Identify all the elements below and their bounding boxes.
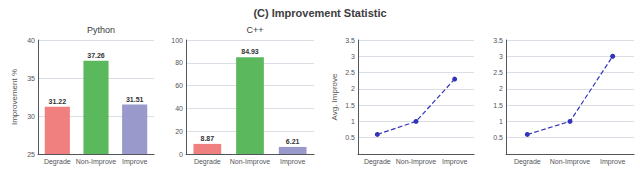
svg-text:Degrade: Degrade bbox=[364, 158, 391, 166]
svg-text:40: 40 bbox=[175, 105, 183, 112]
svg-text:31.22: 31.22 bbox=[49, 98, 67, 105]
svg-text:Python: Python bbox=[87, 25, 115, 35]
svg-text:2.5: 2.5 bbox=[345, 69, 355, 76]
svg-text:1.5: 1.5 bbox=[493, 102, 503, 109]
svg-text:60: 60 bbox=[175, 82, 183, 89]
svg-text:3.5: 3.5 bbox=[345, 37, 355, 44]
svg-text:2.5: 2.5 bbox=[493, 69, 503, 76]
svg-text:3.5: 3.5 bbox=[493, 37, 503, 44]
svg-text:8.87: 8.87 bbox=[201, 135, 215, 142]
svg-text:35: 35 bbox=[27, 75, 35, 82]
svg-text:31.51: 31.51 bbox=[126, 96, 144, 103]
svg-text:2: 2 bbox=[351, 85, 355, 92]
svg-text:Degrade: Degrade bbox=[44, 158, 71, 166]
svg-text:80: 80 bbox=[175, 59, 183, 66]
svg-text:3: 3 bbox=[499, 53, 503, 60]
svg-text:0.5: 0.5 bbox=[345, 134, 355, 141]
svg-text:Improve: Improve bbox=[280, 158, 305, 166]
svg-text:25: 25 bbox=[27, 151, 35, 158]
svg-text:(C) Improvement Statistic: (C) Improvement Statistic bbox=[253, 7, 386, 19]
svg-text:Improvement %: Improvement % bbox=[10, 69, 19, 125]
svg-text:100: 100 bbox=[171, 37, 183, 44]
svg-text:1.5: 1.5 bbox=[345, 102, 355, 109]
svg-text:Non-Improve: Non-Improve bbox=[76, 158, 117, 166]
svg-text:1: 1 bbox=[351, 118, 355, 125]
svg-text:Improve: Improve bbox=[442, 158, 467, 166]
svg-text:Degrade: Degrade bbox=[514, 158, 541, 166]
svg-text:Improve: Improve bbox=[600, 158, 625, 166]
svg-text:2: 2 bbox=[499, 85, 503, 92]
svg-text:Non-Improve: Non-Improve bbox=[396, 158, 437, 166]
svg-text:0.5: 0.5 bbox=[493, 134, 503, 141]
svg-text:C++: C++ bbox=[246, 25, 263, 35]
svg-text:6.21: 6.21 bbox=[286, 138, 300, 145]
svg-text:3: 3 bbox=[351, 53, 355, 60]
svg-text:40: 40 bbox=[27, 37, 35, 44]
svg-text:Avg. Improve: Avg. Improve bbox=[330, 73, 339, 121]
svg-text:Improve: Improve bbox=[122, 158, 147, 166]
svg-text:0: 0 bbox=[179, 151, 183, 158]
svg-text:1: 1 bbox=[499, 118, 503, 125]
svg-text:30: 30 bbox=[27, 113, 35, 120]
svg-text:20: 20 bbox=[175, 128, 183, 135]
svg-text:37.26: 37.26 bbox=[87, 52, 105, 59]
svg-text:84.93: 84.93 bbox=[241, 48, 259, 55]
svg-text:Non-Improve: Non-Improve bbox=[550, 158, 591, 166]
svg-text:Non-Improve: Non-Improve bbox=[230, 158, 271, 166]
svg-text:Degrade: Degrade bbox=[194, 158, 221, 166]
